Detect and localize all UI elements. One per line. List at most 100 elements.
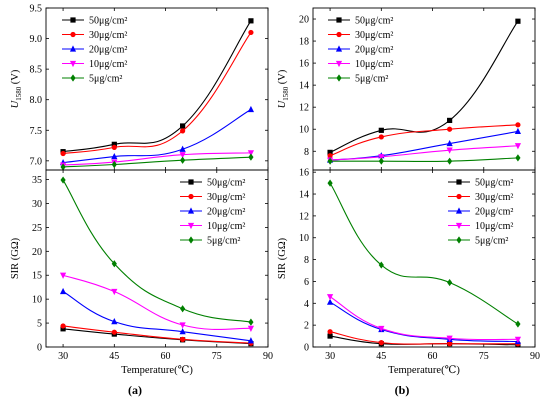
y-tick-label: 4 [304,299,309,310]
data-point [179,328,186,335]
legend-label: 10μg/cm² [355,59,393,70]
x-tick-label: 90 [530,351,540,362]
data-point [447,157,453,165]
series-line [63,325,251,344]
y-tick-label: 12 [299,211,309,222]
data-point [447,126,453,132]
series-line [330,145,518,161]
x-tick-label: 60 [161,351,171,362]
data-point [111,160,117,169]
x-tick-label: 45 [109,351,119,362]
data-point [247,105,255,113]
legend-label: 50μg/cm² [207,178,245,189]
y-tick-label: 14 [299,190,309,201]
data-point [180,123,186,129]
y-tick-label: 0 [37,343,42,354]
y-axis-label: SIR (GΩ) [10,237,21,279]
data-point [179,152,186,159]
legend-marker [70,17,76,23]
legend-label: 20μg/cm² [355,45,393,56]
data-point [515,122,521,128]
data-point [180,336,186,342]
y-tick-label: 6 [304,277,309,288]
series-line [62,179,252,323]
x-tick-label: 30 [58,351,68,362]
x-tick-label: 90 [263,351,273,362]
data-point [180,156,186,164]
legend-marker [455,207,463,214]
y-tick-label: 8.0 [30,95,43,106]
data-point [326,298,334,305]
data-point [514,127,522,135]
data-point [514,143,522,150]
data-point [179,145,186,152]
data-point [327,329,333,335]
series-line [62,274,251,331]
data-point [59,272,67,279]
series-line [329,182,519,325]
x-tick-label: 30 [325,351,335,362]
series-line [63,32,252,155]
y-tick-label: 10 [32,295,42,306]
data-point [327,149,333,155]
legend-marker [455,222,463,230]
legend-marker [456,193,462,200]
y-tick-label: 14 [299,81,309,92]
data-point [111,288,118,296]
x-tick-label: 75 [479,351,489,362]
legend-marker [69,45,77,52]
x-axis-label: Temperature(℃) [388,365,460,376]
series-line [329,301,518,343]
x-tick-label: 60 [428,351,438,362]
data-point [446,147,453,154]
data-point [446,139,453,147]
y-tick-label: 8 [304,255,309,266]
data-point [447,117,453,124]
legend-label: 30μg/cm² [207,192,245,203]
data-point [327,153,333,159]
y-axis-label: U1580 (V) [277,69,290,108]
legend-marker [188,236,194,244]
legend: 50μg/cm² 30μg/cm² 20μg/cm² 10μg/cm² 5μg/cm² [62,16,127,85]
data-point [60,176,66,184]
legend-label: 30μg/cm² [475,192,513,203]
y-tick-label: 16 [299,168,309,179]
data-point [378,157,384,165]
y-tick-label: 16 [299,59,309,70]
x-tick-label: 45 [376,351,386,362]
y-tick-label: 18 [299,37,309,48]
y-tick-label: 25 [32,223,42,234]
data-point [378,134,384,140]
y-tick-label: 9.0 [30,34,43,45]
data-point [378,127,384,133]
legend-label: 10μg/cm² [89,59,127,70]
panel-b-bottom: 0 2 4 6 8 10 12 14 16 30 45 60 75 90 Temperature(℃) SIR… [277,168,540,376]
legend-marker [335,45,343,52]
data-point [111,152,118,160]
legend-marker [336,17,342,23]
legend-label: 30μg/cm² [355,30,393,41]
y-tick-label: 0 [304,343,309,354]
legend-marker [70,74,76,82]
data-point [248,29,254,36]
data-point [180,128,186,134]
legend: 50μg/cm² 30μg/cm² 20μg/cm² 10μg/cm² 5μg/cm² [328,16,393,85]
y-tick-label: 7.0 [30,156,43,167]
y-tick-label: 20 [299,15,309,26]
panel-a-top: 7.0 7.5 8.0 8.5 9.0 9.5 U1580 (V) 50μg/cm² 30μg/… [10,4,269,171]
y-tick-label: 10 [299,125,309,136]
legend-label: 30μg/cm² [89,30,127,41]
data-point [247,150,255,157]
data-point [60,326,66,332]
data-point [111,318,118,325]
legend-label: 20μg/cm² [207,207,245,218]
data-point [111,141,117,147]
legend-marker [456,236,462,244]
y-tick-label: 5 [37,319,42,330]
data-point [60,323,66,329]
legend-marker [188,179,194,185]
series-line [330,130,519,161]
y-tick-label: 9.5 [30,4,43,15]
data-point [180,305,186,313]
